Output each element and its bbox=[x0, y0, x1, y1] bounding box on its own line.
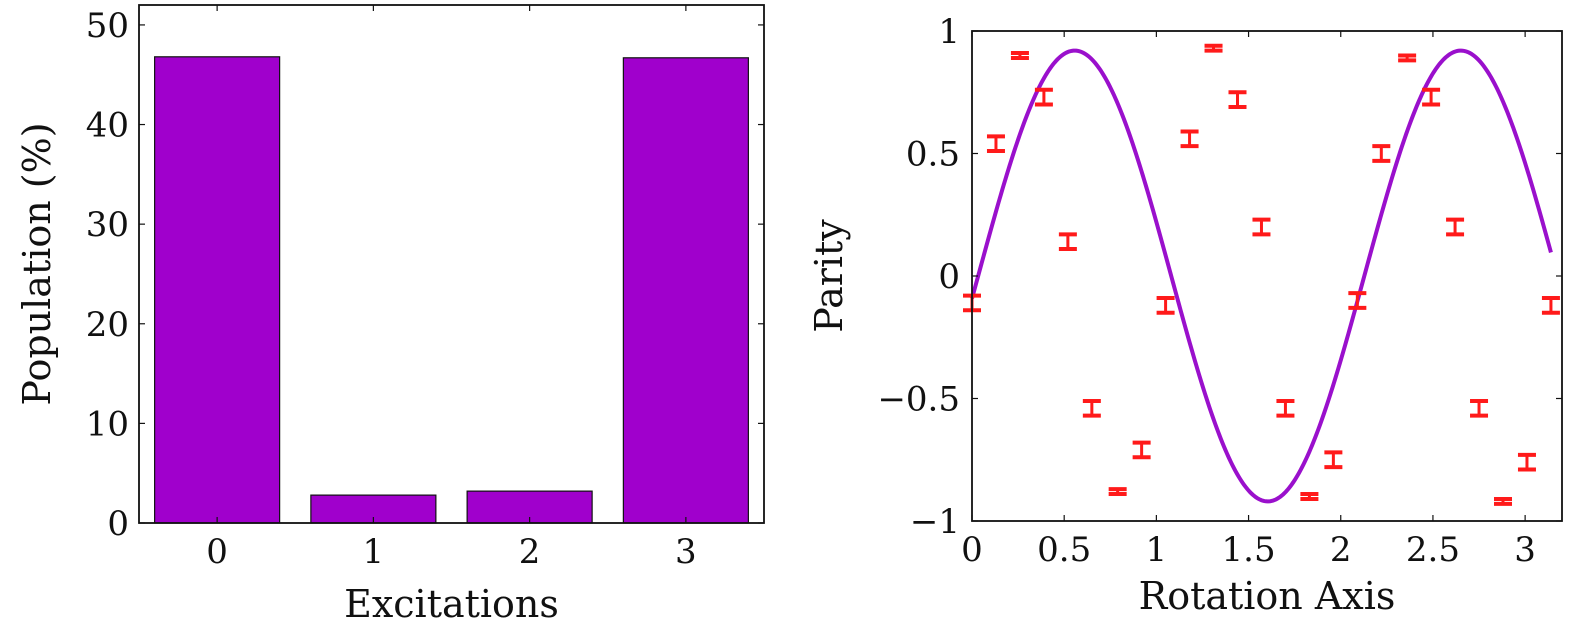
y-tick-label: 0.5 bbox=[906, 135, 960, 175]
error-bar bbox=[1541, 296, 1560, 315]
error-bar bbox=[1180, 129, 1199, 149]
x-tick-label: 3 bbox=[675, 532, 697, 572]
error-bar bbox=[1276, 398, 1295, 418]
bar-y-axis-title: Population (%) bbox=[15, 122, 59, 405]
x-tick-label: 3 bbox=[1514, 530, 1536, 570]
x-tick-label: 0.5 bbox=[1037, 530, 1091, 570]
error-bar-marks bbox=[963, 43, 1560, 506]
y-tick-label: 50 bbox=[86, 6, 129, 46]
y-tick-label: 30 bbox=[86, 205, 129, 245]
y-tick-label: −0.5 bbox=[877, 380, 960, 420]
y-tick-label: 20 bbox=[86, 305, 129, 345]
error-bar bbox=[1034, 87, 1053, 107]
error-bar bbox=[1010, 51, 1029, 60]
error-bar bbox=[1422, 87, 1441, 107]
error-bar bbox=[1517, 452, 1536, 472]
x-tick-label: 1 bbox=[1146, 530, 1168, 570]
error-bar bbox=[1348, 291, 1367, 310]
y-tick-label: 0 bbox=[938, 257, 960, 297]
error-bar bbox=[1446, 217, 1465, 237]
error-bar bbox=[1324, 450, 1343, 470]
x-tick-label: 1.5 bbox=[1222, 530, 1276, 570]
bar-x-axis-title: Excitations bbox=[344, 582, 559, 626]
error-bar bbox=[1252, 217, 1271, 237]
error-bar bbox=[1082, 398, 1101, 418]
fit-curve bbox=[970, 48, 1553, 504]
error-bar bbox=[986, 134, 1005, 154]
y-tick-label: 0 bbox=[107, 504, 129, 544]
parity-x-axis-title: Rotation Axis bbox=[1139, 574, 1396, 618]
x-tick-label: 2 bbox=[519, 532, 541, 572]
parity-chart: 0 0.5 1 1.5 2 2.5 3 −1 −0.5 0 0.5 1 Rotation Axis P… bbox=[807, 12, 1563, 618]
bar-chart-frame bbox=[138, 4, 765, 524]
parity-chart-ticks: 0 0.5 1 1.5 2 2.5 3 −1 −0.5 0 0.5 1 bbox=[877, 12, 1562, 570]
bar-marks bbox=[154, 56, 749, 524]
y-tick-label: 1 bbox=[938, 12, 960, 52]
error-bar bbox=[1108, 487, 1127, 497]
error-bar bbox=[1300, 492, 1319, 501]
x-tick-label: 0 bbox=[206, 532, 228, 572]
bar bbox=[154, 56, 281, 524]
parity-chart-frame bbox=[971, 30, 1563, 522]
parity-y-axis-title: Parity bbox=[807, 219, 851, 333]
x-tick-label: 1 bbox=[363, 532, 385, 572]
error-bar bbox=[1204, 43, 1223, 53]
error-bar bbox=[1372, 144, 1391, 163]
error-bar bbox=[1398, 53, 1417, 63]
y-tick-label: −1 bbox=[910, 502, 960, 542]
error-bar bbox=[1156, 296, 1175, 315]
y-tick-label: 40 bbox=[86, 106, 129, 146]
bar bbox=[622, 57, 749, 524]
x-tick-label: 2.5 bbox=[1406, 530, 1460, 570]
x-tick-label: 0 bbox=[961, 530, 983, 570]
error-bar bbox=[1058, 232, 1077, 252]
error-bar bbox=[1470, 398, 1489, 418]
error-bar bbox=[1132, 440, 1151, 460]
error-bar bbox=[1228, 90, 1247, 109]
y-tick-label: 10 bbox=[86, 404, 129, 444]
error-bar bbox=[1494, 496, 1512, 506]
x-tick-label: 2 bbox=[1330, 530, 1352, 570]
